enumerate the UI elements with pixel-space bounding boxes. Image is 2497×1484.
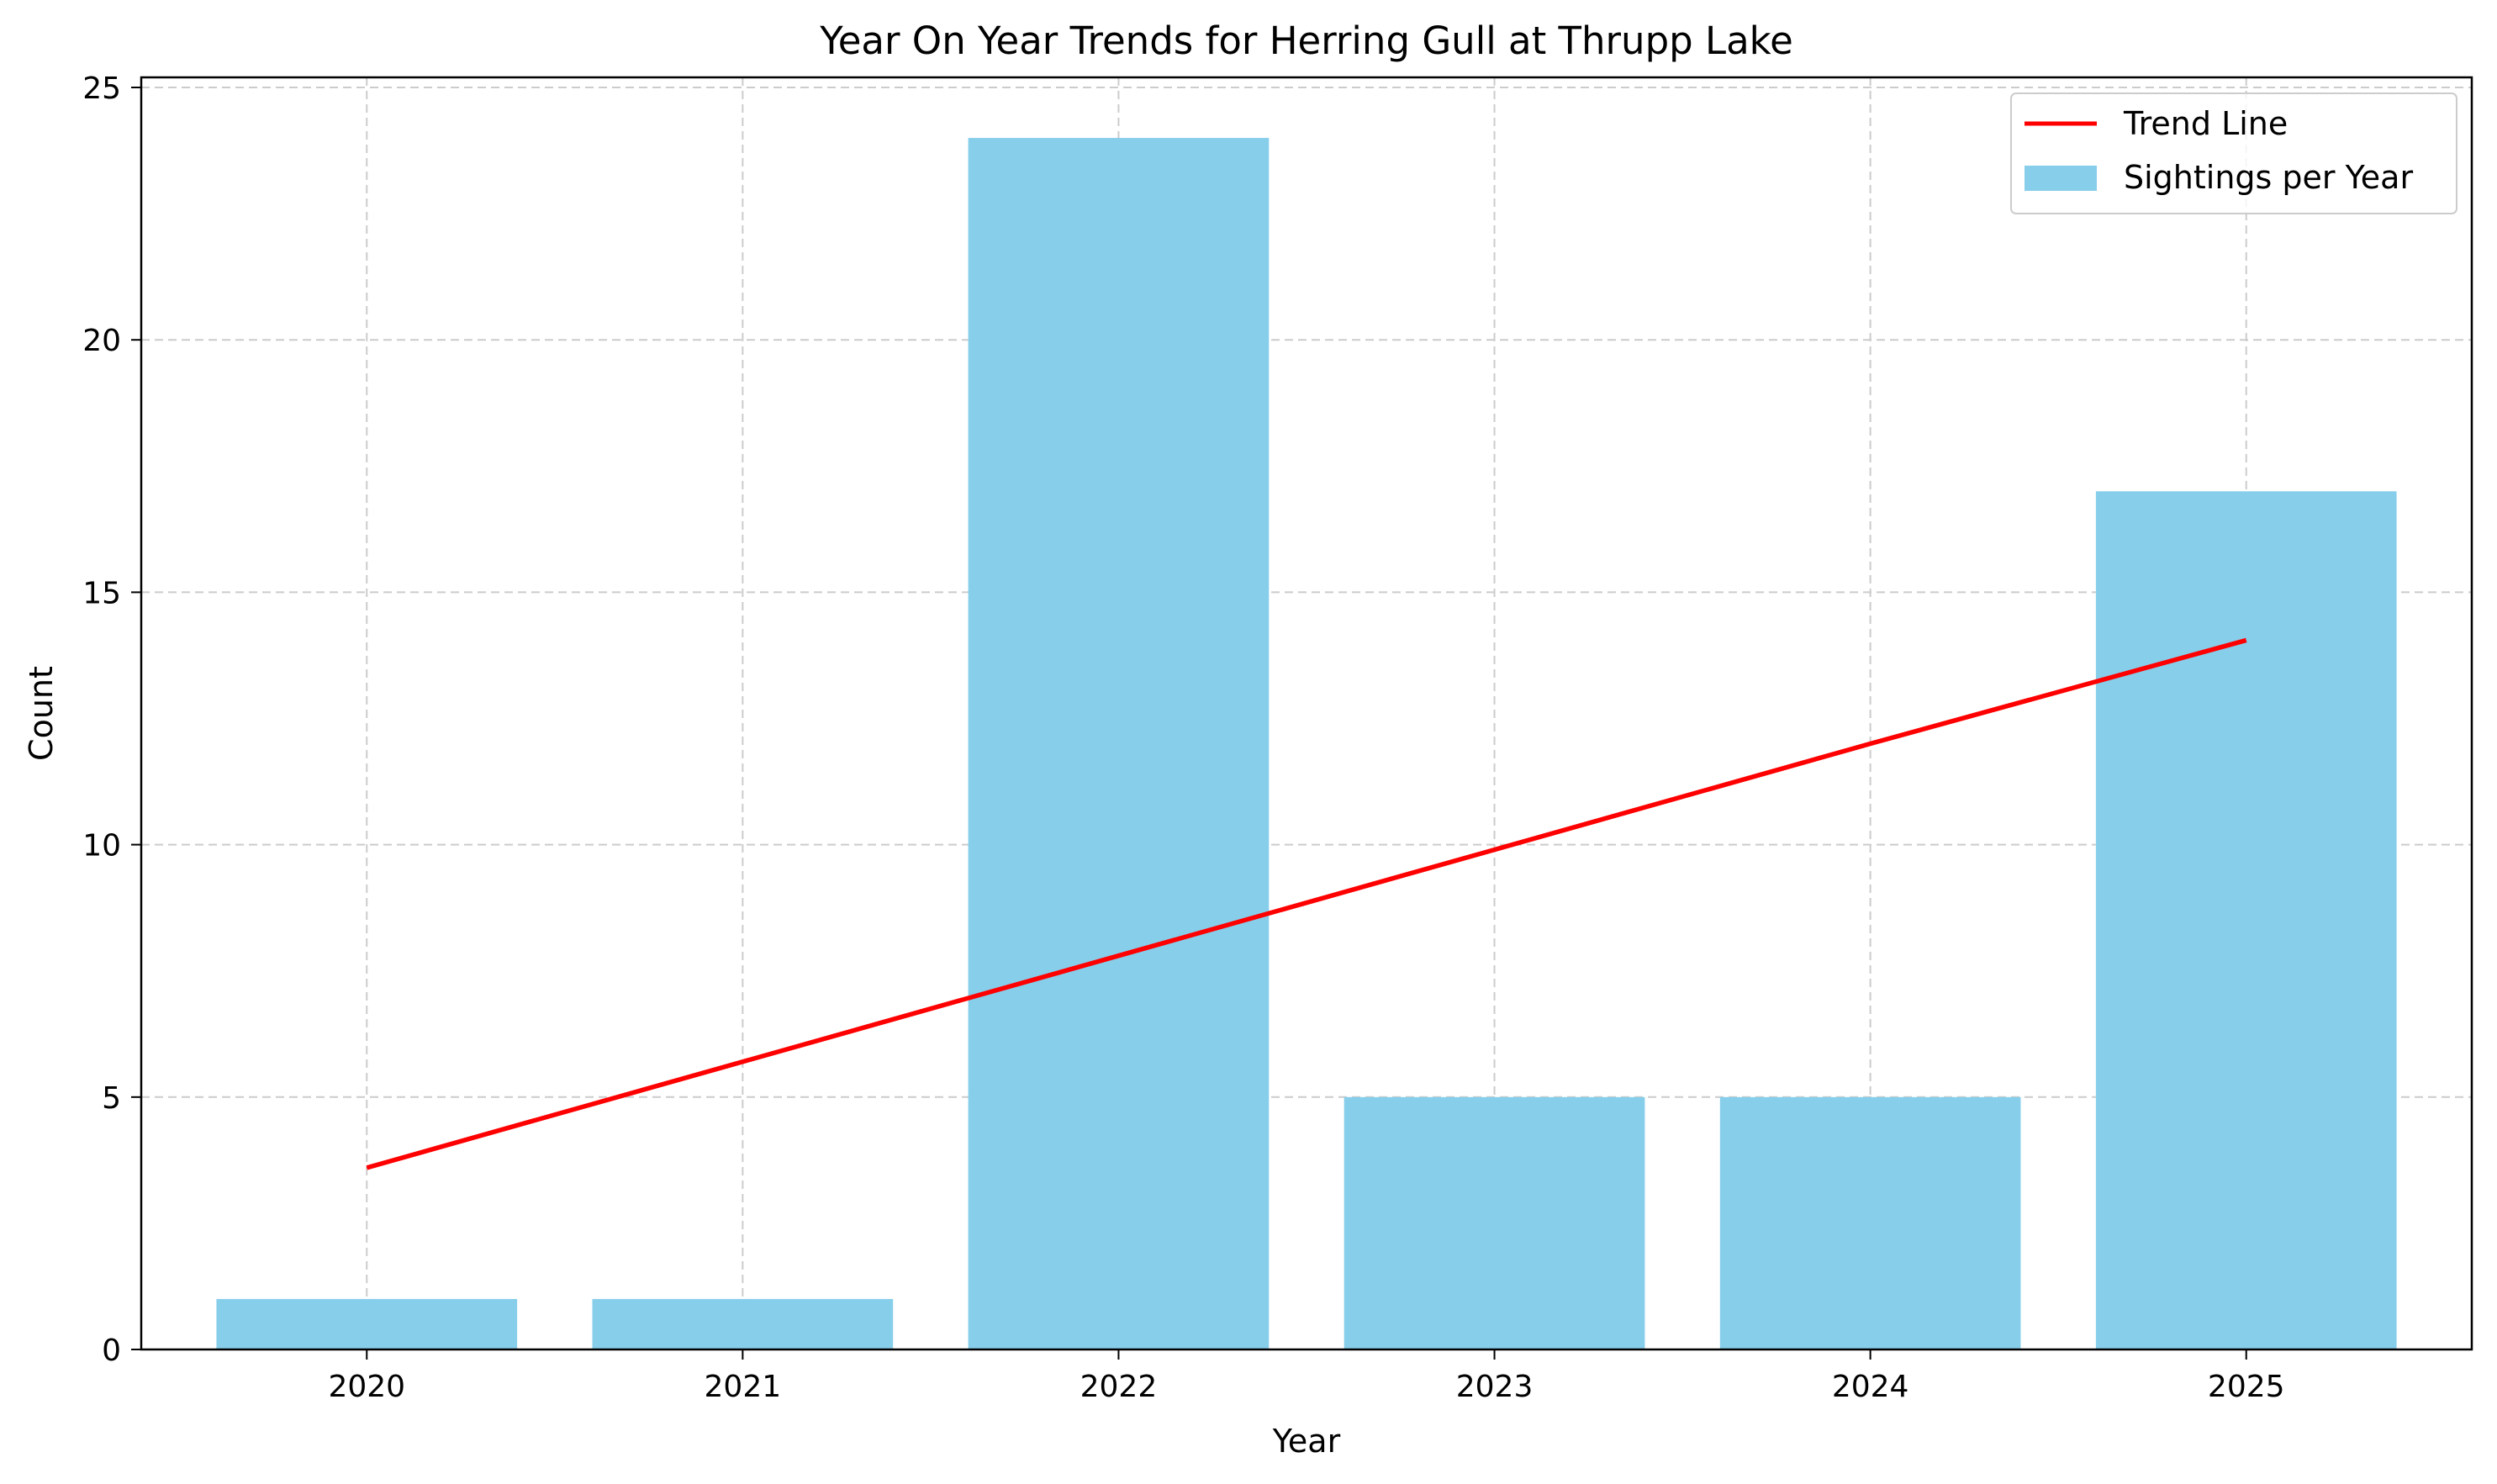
- y-tick-label: 20: [82, 324, 121, 358]
- y-tick-label: 10: [82, 829, 121, 863]
- bar-2024: [1719, 1096, 2021, 1349]
- y-tick-label: 0: [102, 1333, 121, 1368]
- x-tick-label: 2021: [705, 1370, 782, 1404]
- trend-line: [366, 637, 2247, 1170]
- x-tick-label: 2024: [1832, 1370, 1909, 1404]
- bar-2023: [1344, 1096, 1645, 1349]
- trend-line-layer: [366, 637, 2247, 1170]
- bar-2020: [216, 1298, 518, 1349]
- legend-label-sightings: Sightings per Year: [2124, 159, 2413, 196]
- y-tick-label: 25: [82, 71, 121, 106]
- bars: [216, 138, 2397, 1350]
- legend-box: [2010, 92, 2457, 214]
- legend-label-trend-line: Trend Line: [2123, 105, 2288, 142]
- x-axis-ticks: 2020 2021 2022 2023 2024 2025: [328, 1349, 2285, 1404]
- x-tick-label: 2025: [2208, 1370, 2285, 1404]
- bar-2022: [968, 138, 1270, 1350]
- x-tick-label: 2020: [328, 1370, 405, 1404]
- chart-title: Year On Year Trends for Herring Gull at …: [819, 18, 1793, 63]
- y-axis-label: Count: [23, 666, 60, 761]
- y-tick-label: 15: [82, 576, 121, 610]
- y-axis-ticks: 0 5 10 15 20 25: [82, 71, 141, 1368]
- legend-swatch-sightings: [2025, 166, 2097, 191]
- x-tick-label: 2023: [1456, 1370, 1534, 1404]
- x-axis-label: Year: [1272, 1423, 1341, 1460]
- y-tick-label: 5: [102, 1081, 121, 1116]
- bar-2025: [2095, 491, 2397, 1349]
- plot-frame: [140, 76, 2473, 1351]
- x-tick-label: 2022: [1080, 1370, 1158, 1404]
- legend: Trend Line Sightings per Year: [2010, 92, 2457, 214]
- bar-2021: [592, 1298, 894, 1349]
